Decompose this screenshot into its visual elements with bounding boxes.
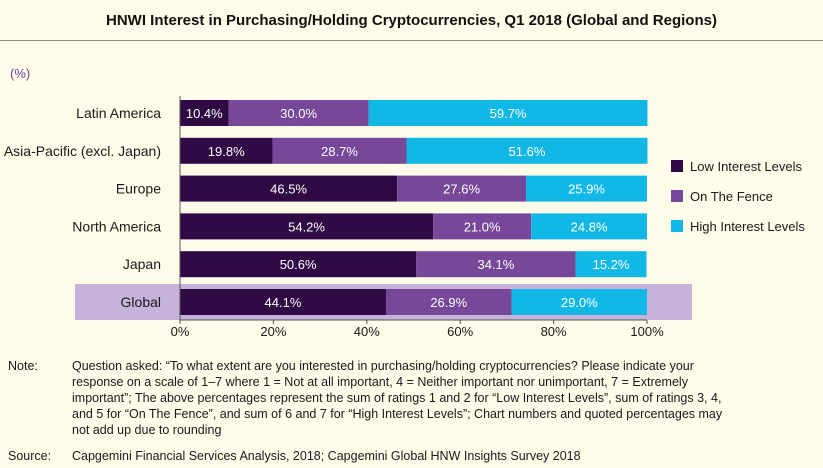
data-label: 15.2% bbox=[593, 257, 630, 272]
bar-segment bbox=[385, 289, 512, 315]
bar-segment bbox=[228, 100, 369, 126]
chart-title: HNWI Interest in Purchasing/Holding Cryp… bbox=[106, 12, 717, 29]
category-label: Europe bbox=[116, 181, 161, 197]
bar-segment bbox=[180, 175, 398, 202]
bar-segment bbox=[531, 213, 647, 240]
category-label: Asia-Pacific (excl. Japan) bbox=[4, 143, 161, 159]
note-label: Note: bbox=[8, 359, 38, 373]
data-label: 54.2% bbox=[288, 219, 325, 234]
note-line: not add up due to rounding bbox=[72, 423, 222, 437]
note-line: Question asked: “To what extent are you … bbox=[72, 359, 694, 373]
unit-label: (%) bbox=[10, 66, 31, 81]
x-tick-label: 20% bbox=[260, 324, 286, 339]
source-text: Capgemini Financial Services Analysis, 2… bbox=[72, 449, 581, 463]
data-label: 24.8% bbox=[571, 219, 608, 234]
category-label: North America bbox=[72, 218, 161, 234]
source-label: Source: bbox=[8, 449, 52, 463]
x-tick-label: 40% bbox=[354, 324, 380, 339]
bar-segment bbox=[272, 137, 407, 164]
data-label: 21.0% bbox=[464, 219, 501, 234]
category-label: Global bbox=[121, 294, 161, 310]
x-tick-label: 60% bbox=[447, 324, 473, 339]
note-line: important”; The above percentages repres… bbox=[72, 391, 722, 405]
data-label: 30.0% bbox=[280, 106, 317, 121]
note-line: response on a scale of 1–7 where 1 = Not… bbox=[72, 375, 688, 389]
data-label: 46.5% bbox=[270, 182, 307, 197]
bar-segment bbox=[180, 251, 417, 278]
legend-swatch bbox=[671, 190, 683, 202]
legend-swatch bbox=[671, 220, 683, 232]
data-label: 26.9% bbox=[430, 295, 467, 310]
data-label: 34.1% bbox=[477, 257, 514, 272]
legend-label: Low Interest Levels bbox=[690, 159, 803, 174]
data-label: 59.7% bbox=[490, 106, 527, 121]
data-label: 27.6% bbox=[443, 182, 480, 197]
bar-segment bbox=[511, 289, 647, 315]
bar-segment bbox=[397, 175, 527, 202]
data-label: 29.0% bbox=[561, 295, 598, 310]
bar-segment bbox=[180, 137, 273, 164]
bar-segment bbox=[180, 289, 386, 315]
category-label: Latin America bbox=[76, 105, 161, 121]
x-tick-label: 100% bbox=[630, 324, 664, 339]
note-text: Question asked: “To what extent are you … bbox=[72, 358, 817, 438]
bar-segment bbox=[526, 175, 647, 202]
note-line: and 5 for “On The Fence”, and sum of 6 a… bbox=[72, 407, 723, 421]
data-label: 19.8% bbox=[208, 144, 245, 159]
data-label: 10.4% bbox=[186, 106, 223, 121]
bar-segment bbox=[180, 100, 229, 126]
category-label: Japan bbox=[123, 256, 161, 272]
legend-label: High Interest Levels bbox=[690, 219, 805, 234]
title-divider bbox=[0, 40, 823, 41]
bar-segment bbox=[416, 251, 576, 278]
data-label: 51.6% bbox=[509, 144, 546, 159]
stacked-bar-chart: Latin America 10.4% 30.0% 59.7% Asia-Pacific… bbox=[4, 96, 805, 339]
data-label: 28.7% bbox=[321, 144, 358, 159]
bar-segment bbox=[180, 213, 434, 240]
bar-segment bbox=[433, 213, 532, 240]
data-label: 50.6% bbox=[280, 257, 317, 272]
data-label: 25.9% bbox=[568, 182, 605, 197]
legend-label: On The Fence bbox=[690, 189, 773, 204]
bar-segment bbox=[575, 251, 647, 278]
data-label: 44.1% bbox=[265, 295, 302, 310]
bar-segment bbox=[406, 137, 648, 164]
x-tick-label: 80% bbox=[541, 324, 567, 339]
bar-segment bbox=[368, 100, 648, 126]
x-tick-label: 0% bbox=[171, 324, 190, 339]
legend-swatch bbox=[671, 160, 683, 172]
